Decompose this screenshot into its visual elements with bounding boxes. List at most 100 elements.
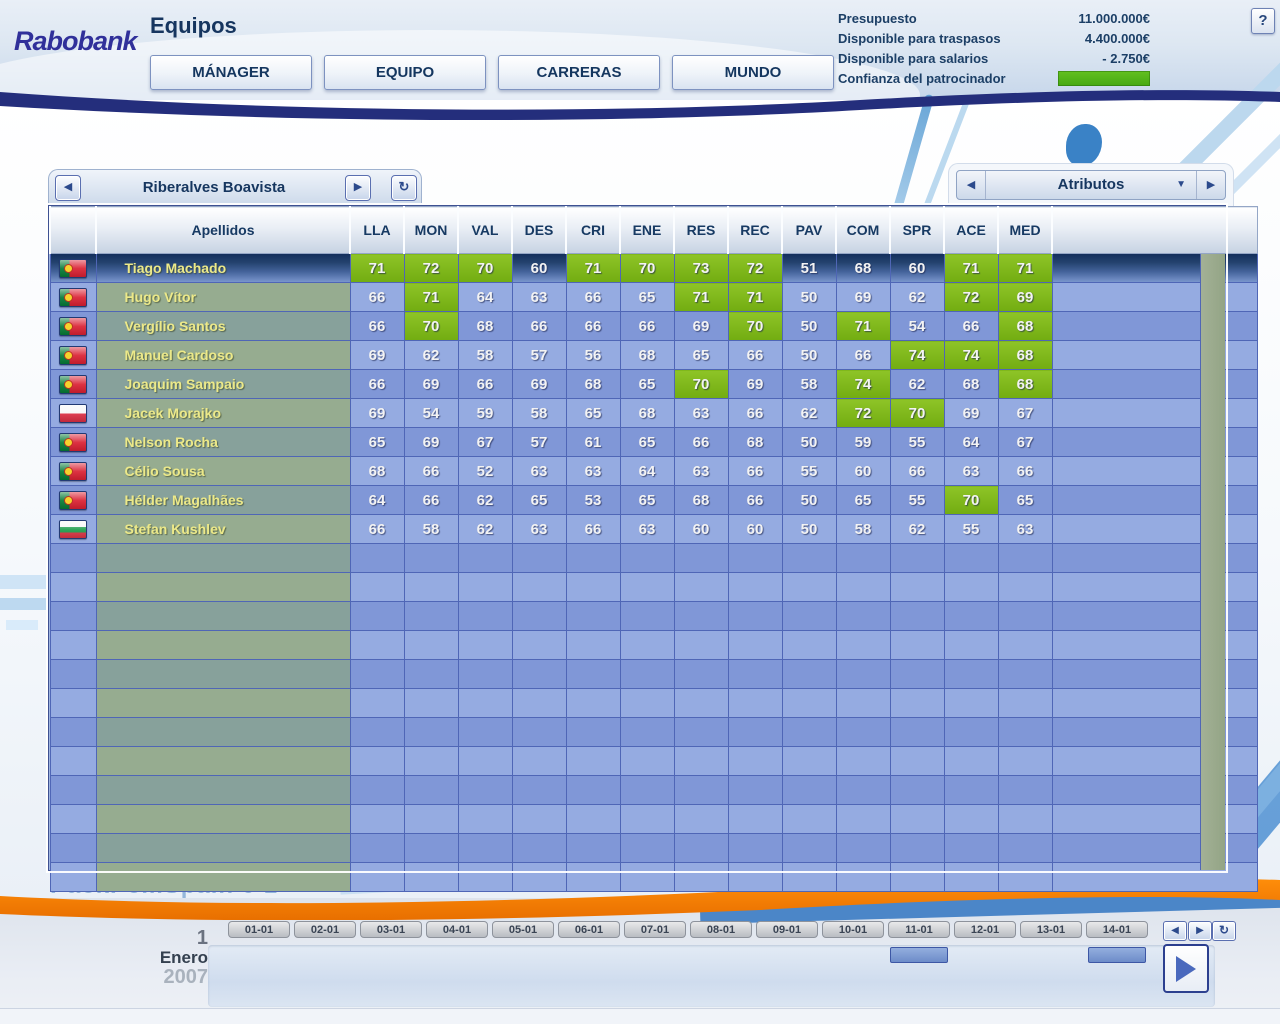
date-button-10-01[interactable]: 10-01: [822, 921, 884, 938]
stat-cell-val: 68: [457, 311, 513, 341]
column-header-rec[interactable]: REC: [727, 206, 783, 254]
stat-cell-val: 52: [457, 456, 513, 486]
stat-cell-cri: [565, 717, 621, 747]
date-button-07-01[interactable]: 07-01: [624, 921, 686, 938]
rider-name[interactable]: Nelson Rocha: [95, 427, 351, 457]
rider-name[interactable]: Vergílio Santos: [95, 311, 351, 341]
rider-row[interactable]: Vergílio Santos 66 70 68 66 66 66 69 70 50 71 54 66 6…: [49, 311, 1258, 341]
column-header-pav[interactable]: PAV: [781, 206, 837, 254]
date-button-01-01[interactable]: 01-01: [228, 921, 290, 938]
sponsor-confidence-bar: [1058, 70, 1150, 86]
team-prev-button[interactable]: ◀: [55, 175, 81, 201]
scrollbar-track[interactable]: [1200, 254, 1225, 870]
attributes-prev-button[interactable]: ◀: [957, 171, 986, 199]
timeline-event-11-01[interactable]: [890, 947, 948, 963]
rider-row[interactable]: Joaquim Sampaio 66 69 66 69 68 65 70 69 58 74 62 68 6…: [49, 369, 1258, 399]
stat-cell-med: [997, 630, 1053, 660]
finance-row-disponible-para-traspasos: Disponible para traspasos 4.400.000€: [838, 28, 1150, 48]
filler-cell: [1051, 572, 1258, 602]
rider-name[interactable]: Stefan Kushlev: [95, 514, 351, 544]
stat-cell-rec: [727, 601, 783, 631]
column-header-ace[interactable]: ACE: [943, 206, 999, 254]
rider-row[interactable]: Tiago Machado 71 72 70 60 71 70 73 72 51 68 60 71 71: [49, 253, 1258, 283]
date-button-12-01[interactable]: 12-01: [954, 921, 1016, 938]
rider-name[interactable]: Célio Sousa: [95, 456, 351, 486]
stat-cell-des: [511, 572, 567, 602]
column-header-lla[interactable]: LLA: [349, 206, 405, 254]
column-header-mon[interactable]: MON: [403, 206, 459, 254]
rider-row[interactable]: Manuel Cardoso 69 62 58 57 56 68 65 66 50 66 74 74 68: [49, 340, 1258, 370]
stat-cell-cri: 71: [565, 253, 621, 283]
stat-cell-com: 71: [835, 311, 891, 341]
stat-cell-ene: [619, 833, 675, 863]
column-header-com[interactable]: COM: [835, 206, 891, 254]
timeline-prev-button[interactable]: ◀: [1163, 921, 1187, 941]
stat-cell-com: [835, 804, 891, 834]
team-next-button[interactable]: ▶: [345, 175, 371, 201]
rider-row[interactable]: Célio Sousa 68 66 52 63 63 64 63 66 55 60 66 63 66: [49, 456, 1258, 486]
column-header-cri[interactable]: CRI: [565, 206, 621, 254]
empty-row: [49, 746, 1258, 776]
name-column-header[interactable]: Apellidos: [95, 206, 351, 254]
rider-row[interactable]: Hélder Magalhães 64 66 62 65 53 65 68 66 50 65 55 70…: [49, 485, 1258, 515]
attributes-next-button[interactable]: ▶: [1196, 171, 1225, 199]
tab-mundo[interactable]: MUNDO: [672, 55, 834, 90]
stat-cell-ace: [943, 775, 999, 805]
stat-cell-res: [673, 630, 729, 660]
stat-cell-ene: 65: [619, 369, 675, 399]
stat-cell-rec: [727, 833, 783, 863]
rider-row[interactable]: Jacek Morajko 69 54 59 58 65 68 63 66 62 72 70 69 67: [49, 398, 1258, 428]
date-button-13-01[interactable]: 13-01: [1020, 921, 1082, 938]
date-button-08-01[interactable]: 08-01: [690, 921, 752, 938]
date-button-09-01[interactable]: 09-01: [756, 921, 818, 938]
stat-cell-lla: [349, 630, 405, 660]
rider-row[interactable]: Nelson Rocha 65 69 67 57 61 65 66 68 50 59 55 64 67: [49, 427, 1258, 457]
rider-name[interactable]: Tiago Machado: [95, 253, 351, 283]
rider-row[interactable]: Stefan Kushlev 66 58 62 63 66 63 60 60 50 58 62 55 63: [49, 514, 1258, 544]
timeline-event-14-01[interactable]: [1088, 947, 1146, 963]
filler-cell: [1051, 659, 1258, 689]
tab-carreras[interactable]: CARRERAS: [498, 55, 660, 90]
continue-play-button[interactable]: [1163, 944, 1209, 993]
column-header-val[interactable]: VAL: [457, 206, 513, 254]
filler-cell: [1051, 253, 1258, 283]
date-button-05-01[interactable]: 05-01: [492, 921, 554, 938]
stat-cell-res: [673, 688, 729, 718]
stat-cell-med: [997, 601, 1053, 631]
column-header-med[interactable]: MED: [997, 206, 1053, 254]
rider-name[interactable]: Manuel Cardoso: [95, 340, 351, 370]
date-button-02-01[interactable]: 02-01: [294, 921, 356, 938]
date-button-03-01[interactable]: 03-01: [360, 921, 422, 938]
date-button-04-01[interactable]: 04-01: [426, 921, 488, 938]
rider-name[interactable]: Hugo Vítor: [95, 282, 351, 312]
stat-cell-ace: [943, 804, 999, 834]
column-header-des[interactable]: DES: [511, 206, 567, 254]
date-button-06-01[interactable]: 06-01: [558, 921, 620, 938]
date-button-11-01[interactable]: 11-01: [888, 921, 950, 938]
stat-cell-lla: 66: [349, 282, 405, 312]
timeline-track[interactable]: [208, 945, 1215, 1007]
rider-name[interactable]: Joaquim Sampaio: [95, 369, 351, 399]
column-header-ene[interactable]: ENE: [619, 206, 675, 254]
date-button-14-01[interactable]: 14-01: [1086, 921, 1148, 938]
attributes-dropdown[interactable]: Atributos ▼: [986, 171, 1196, 199]
pt-flag-icon: [59, 287, 87, 307]
rider-name[interactable]: Jacek Morajko: [95, 398, 351, 428]
tab-ma-nager[interactable]: MÁNAGER: [150, 55, 312, 90]
column-header-spr[interactable]: SPR: [889, 206, 945, 254]
rider-name: [95, 833, 351, 863]
stat-cell-pav: 50: [781, 514, 837, 544]
column-header-res[interactable]: RES: [673, 206, 729, 254]
stat-cell-res: 63: [673, 456, 729, 486]
stat-cell-rec: [727, 804, 783, 834]
stat-cell-res: [673, 601, 729, 631]
play-icon: [1176, 955, 1196, 982]
timeline-reset-button[interactable]: ↻: [1212, 921, 1236, 941]
flag-cell: [49, 369, 97, 399]
team-reset-button[interactable]: ↻: [391, 175, 417, 201]
help-button[interactable]: ?: [1251, 8, 1275, 34]
rider-name[interactable]: Hélder Magalhães: [95, 485, 351, 515]
timeline-next-button[interactable]: ▶: [1188, 921, 1212, 941]
tab-equipo[interactable]: EQUIPO: [324, 55, 486, 90]
rider-row[interactable]: Hugo Vítor 66 71 64 63 66 65 71 71 50 69 62 72 69: [49, 282, 1258, 312]
